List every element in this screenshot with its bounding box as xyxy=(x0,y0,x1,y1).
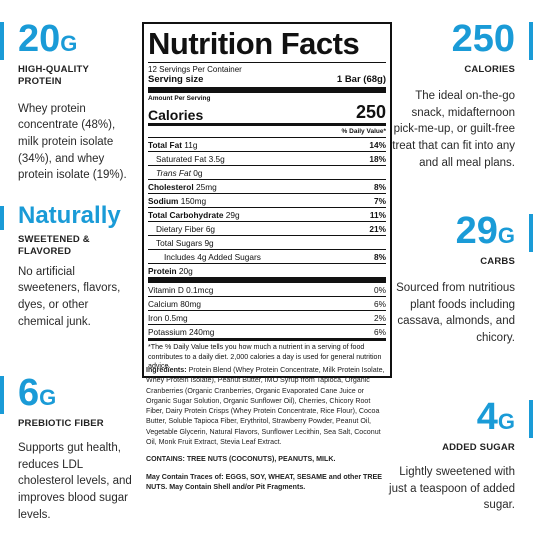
vitamin-row: Iron 0.5mg 2% xyxy=(148,310,386,324)
nutrient-row: Total Carbohydrate 29g 11% xyxy=(148,207,386,221)
nutrition-facts-panel: Nutrition Facts 12 Servings Per Containe… xyxy=(142,22,392,378)
sugar-value: 4G xyxy=(476,396,515,438)
nutrient-row: Trans Fat 0g xyxy=(148,165,386,179)
ingredients-list: Ingredients: Protein Blend (Whey Protein… xyxy=(146,366,385,446)
calories-label: CALORIES xyxy=(464,64,515,75)
sugar-label: ADDED SUGAR xyxy=(442,442,515,453)
nutrient-row: Saturated Fat 3.5g 18% xyxy=(148,151,386,165)
nutrient-row: Protein 20g xyxy=(148,263,386,277)
servings-per-container: 12 Servings Per Container xyxy=(148,65,242,74)
protein-value: 20G xyxy=(18,18,78,60)
carbs-callout: 29G CARBS Sourced from nutritious plant … xyxy=(385,212,515,347)
sweetened-callout: Naturally SWEETENED & FLAVORED No artific… xyxy=(18,204,134,330)
vitamin-row: Potassium 240mg 6% xyxy=(148,324,386,338)
serving-size: Serving size 1 Bar (68g) xyxy=(148,74,386,85)
sweetened-label: SWEETENED & FLAVORED xyxy=(18,234,90,257)
nutrient-row: Cholesterol 25mg 8% xyxy=(148,179,386,193)
fiber-callout: 6G PREBIOTIC FIBER Supports gut health, … xyxy=(18,374,134,523)
ingredients-block: Ingredients: Protein Blend (Whey Protein… xyxy=(146,365,386,499)
carbs-description: Sourced from nutritious plant foods incl… xyxy=(396,281,515,344)
protein-label: HIGH-QUALITY PROTEIN xyxy=(18,64,90,87)
nutrition-facts-title: Nutrition Facts xyxy=(148,26,360,61)
nutrient-row: Total Fat 11g 14% xyxy=(148,137,386,151)
accent-bar xyxy=(529,400,533,438)
carbs-label: CARBS xyxy=(480,256,515,267)
protein-callout: 20G HIGH-QUALITY PROTEIN Whey protein con… xyxy=(18,20,134,184)
calories-description: The ideal on-the-go snack, midafternoon … xyxy=(392,89,515,169)
carbs-value: 29G xyxy=(455,210,515,252)
vitamin-row: Calcium 80mg 6% xyxy=(148,296,386,310)
daily-value-footnote: *The % Daily Value tells you how much a … xyxy=(148,338,386,372)
nutrient-row: Dietary Fiber 6g 21% xyxy=(148,221,386,235)
sweetened-description: No artificial sweeteners, flavors, dyes,… xyxy=(18,265,121,328)
accent-bar xyxy=(0,22,4,60)
sugar-callout: 4G ADDED SUGAR Lightly sweetened with ju… xyxy=(385,398,515,514)
fiber-value: 6G xyxy=(18,372,57,414)
calories-value: 250 xyxy=(451,18,515,60)
fiber-label: PREBIOTIC FIBER xyxy=(18,418,104,429)
accent-bar xyxy=(0,376,4,414)
accent-bar xyxy=(0,206,4,230)
nutrient-row: Includes 4g Added Sugars 8% xyxy=(148,249,386,263)
calories-row: Calories 250 xyxy=(148,102,386,123)
accent-bar xyxy=(529,214,533,252)
allergen-contains: CONTAINS: TREE NUTS (COCONUTS), PEANUTS,… xyxy=(146,455,336,464)
sugar-description: Lightly sweetened with just a teaspoon o… xyxy=(389,465,515,512)
calories-callout: 250 CALORIES The ideal on-the-go snack, … xyxy=(385,20,515,171)
vitamin-row: Vitamin D 0.1mcg 0% xyxy=(148,284,386,295)
nutrient-row: Total Sugars 9g xyxy=(148,235,386,249)
amount-per-serving: Amount Per Serving xyxy=(148,95,211,102)
sweetened-value: Naturally xyxy=(18,202,121,229)
allergen-traces: May Contain Traces of: EGGS, SOY, WHEAT,… xyxy=(146,472,382,491)
accent-bar xyxy=(529,22,533,60)
fiber-description: Supports gut health, reduces LDL cholest… xyxy=(18,441,132,521)
daily-value-header: % Daily Value* xyxy=(148,123,386,137)
protein-description: Whey protein concentrate (48%), milk pro… xyxy=(18,102,127,182)
nutrient-row: Sodium 150mg 7% xyxy=(148,193,386,207)
